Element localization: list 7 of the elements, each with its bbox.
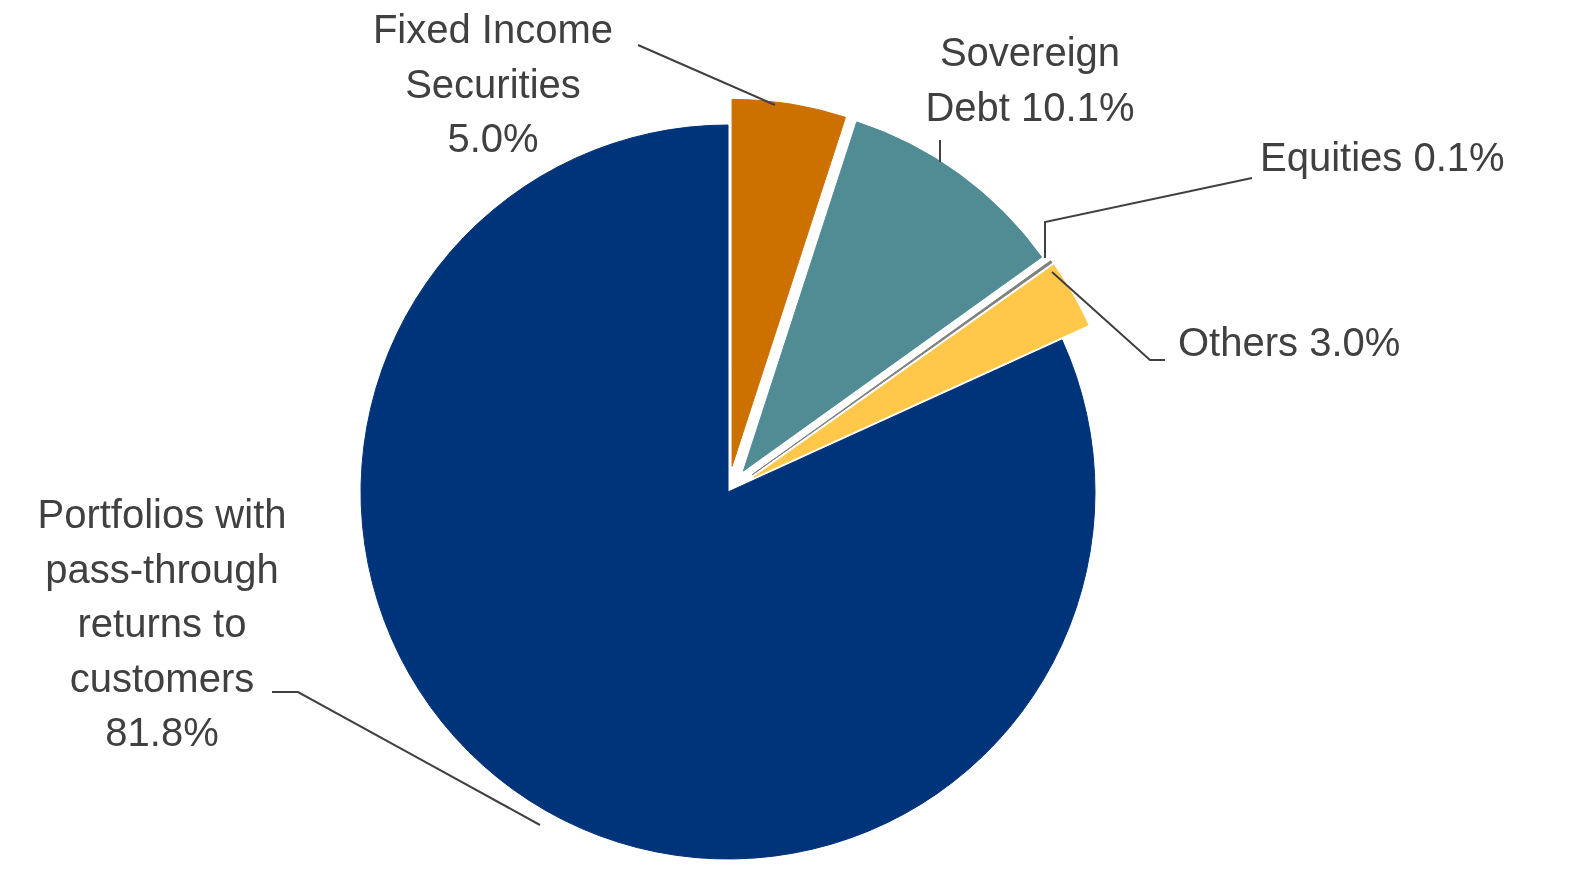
slice-label: Sovereign Debt 10.1%: [925, 29, 1135, 129]
slice-label: Fixed Income Securities: [372, 6, 614, 106]
data-label: 5.0%: [447, 115, 539, 160]
slice-label: Others 3.0%: [1178, 319, 1401, 364]
slice-label: Equities 0.1%: [1260, 134, 1505, 179]
slice-label: Portfolios with pass-through returns to customers: [37, 491, 287, 700]
data-label: 81.8%: [105, 709, 219, 754]
